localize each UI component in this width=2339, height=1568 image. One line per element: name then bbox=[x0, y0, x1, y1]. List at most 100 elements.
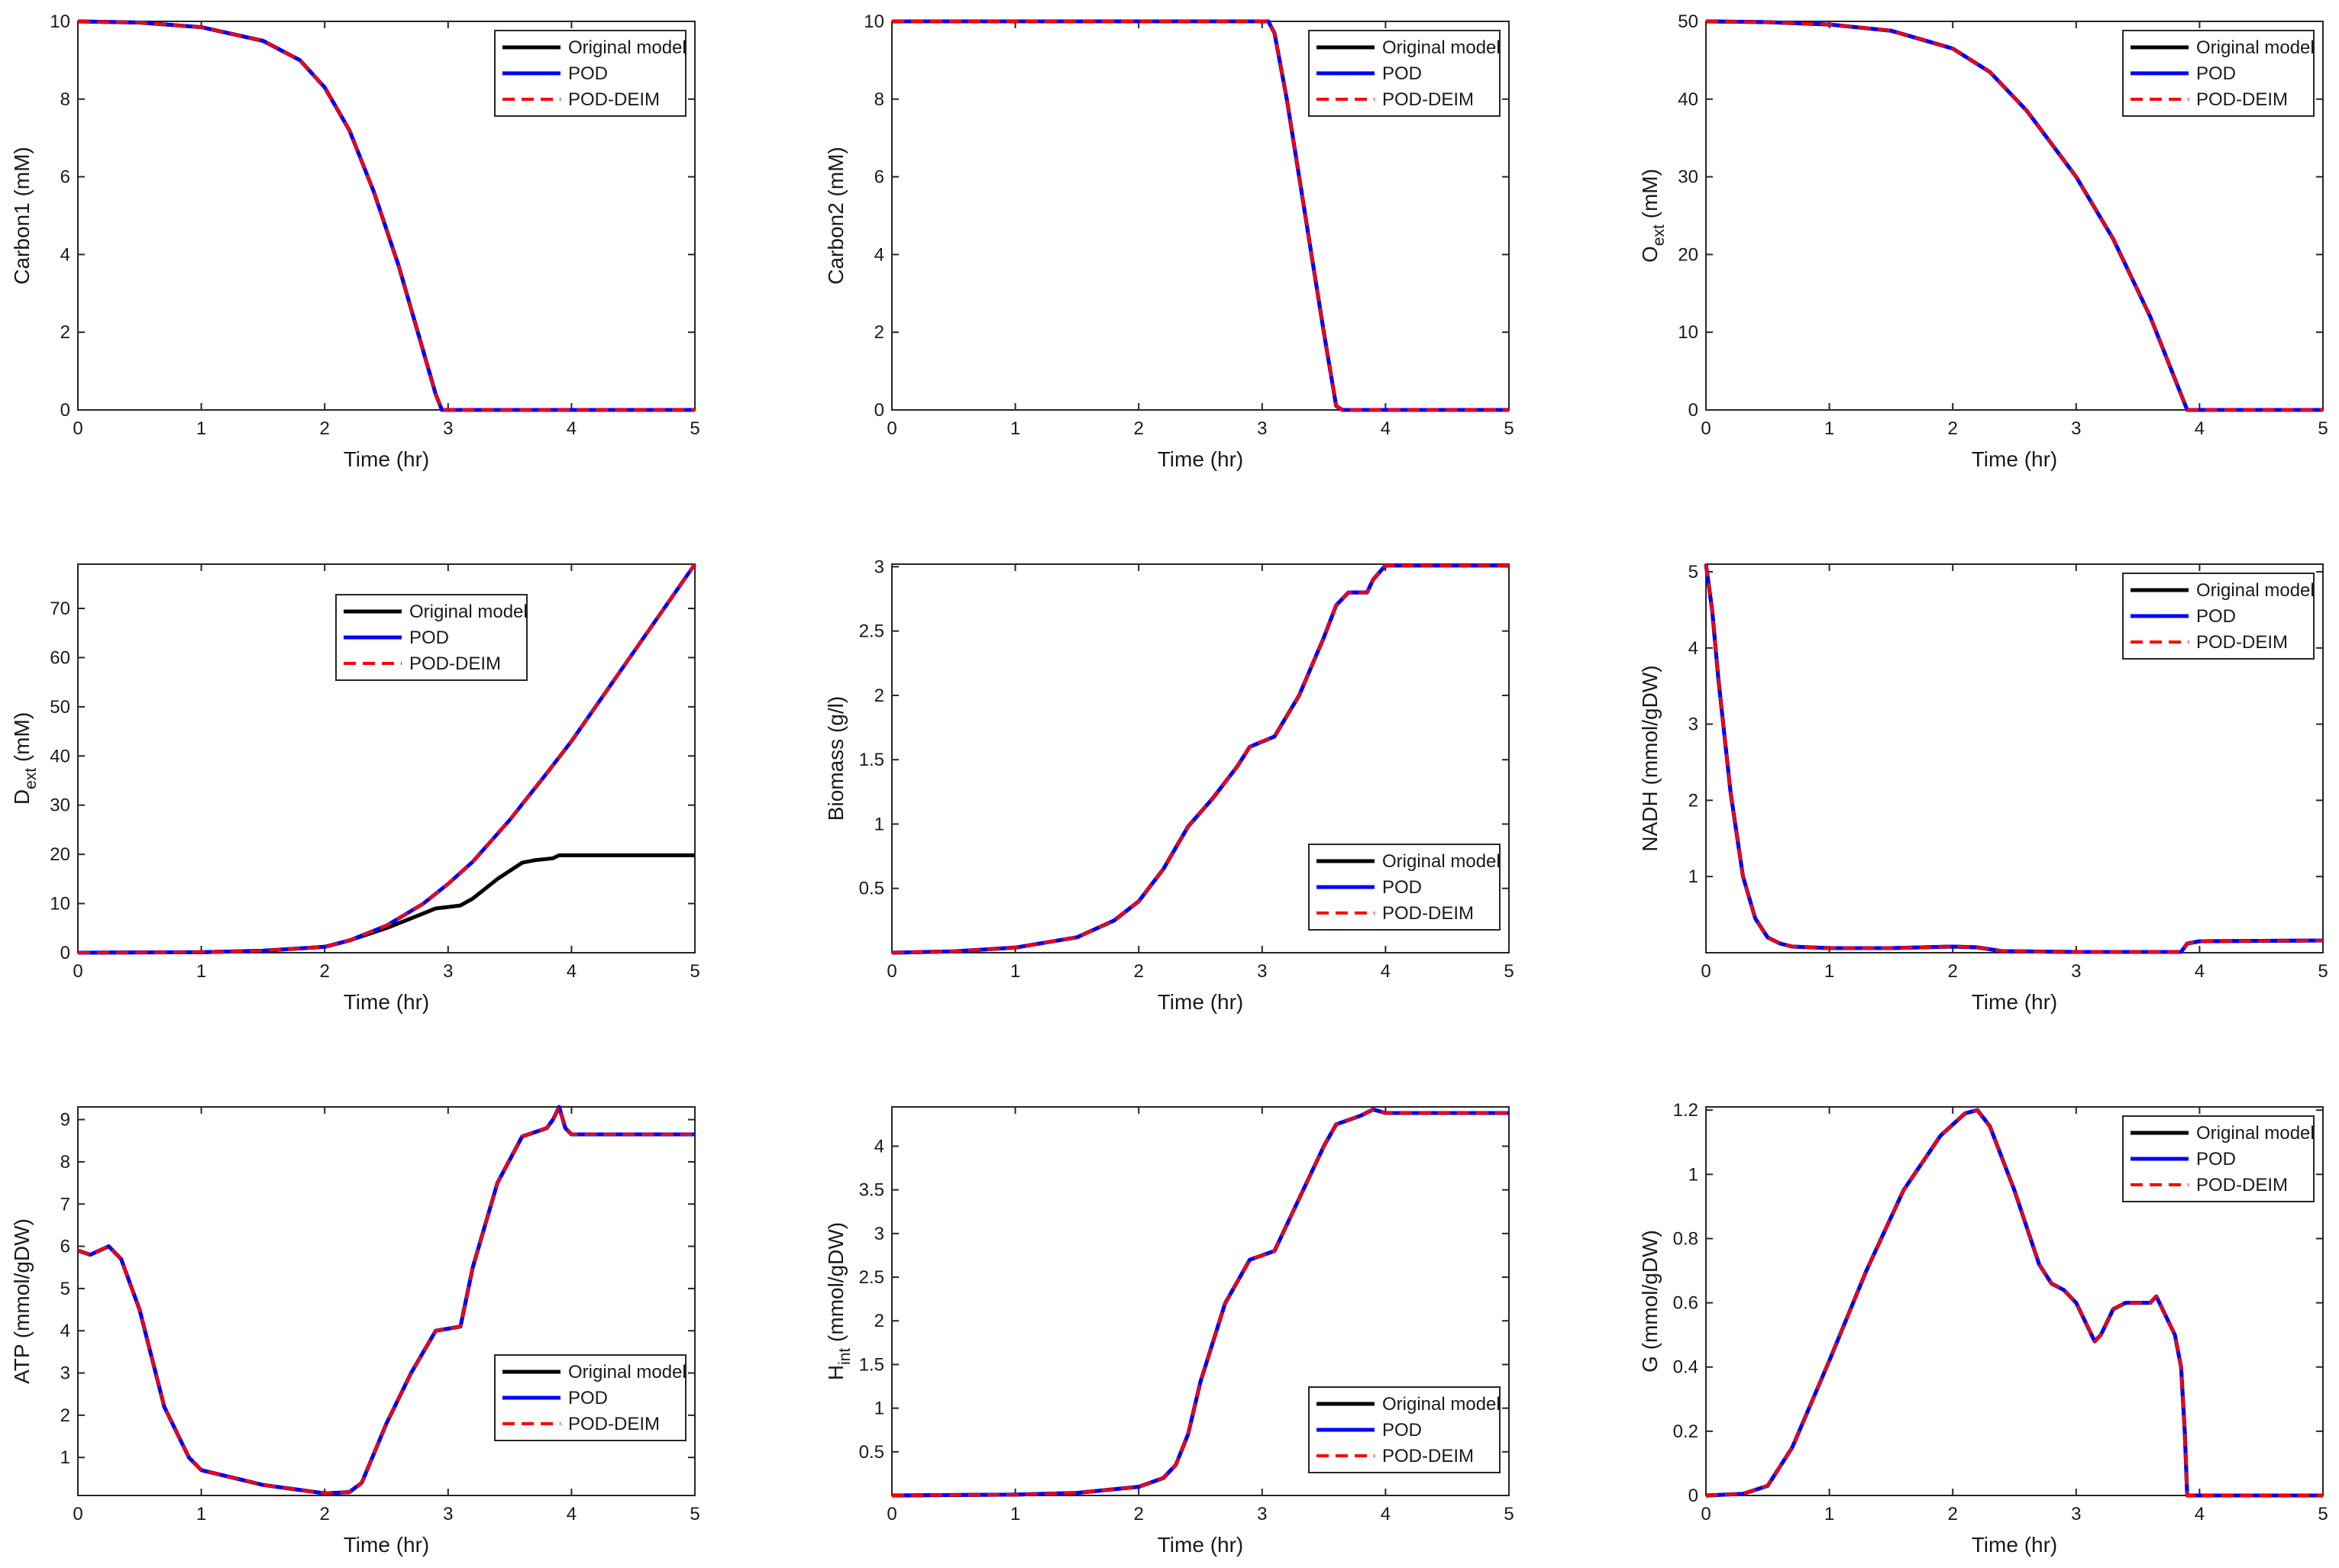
y-tick-label: 0 bbox=[60, 400, 70, 421]
legend-label-poddeim: POD-DEIM bbox=[2196, 1175, 2288, 1195]
legend-label-original: Original model bbox=[2196, 580, 2315, 601]
chart-atp: 0 1 2 3 4 5 1 2 3 4 5 6 7 8 9 Time (hr) ATP (mmol/gDW) Or… bbox=[10, 1105, 700, 1557]
y-tick-label: 7 bbox=[60, 1194, 70, 1215]
y-axis-label: Dext (mM) bbox=[10, 712, 40, 805]
y-axis-label-unit: (mM) bbox=[10, 712, 34, 768]
x-tick-label: 4 bbox=[567, 1504, 577, 1524]
y-tick-label: 10 bbox=[50, 11, 70, 32]
x-tick-label: 5 bbox=[2318, 1504, 2328, 1524]
y-tick-label: 0.2 bbox=[1673, 1421, 1698, 1442]
y-tick-label: 1.5 bbox=[859, 750, 884, 770]
y-tick-label: 8 bbox=[874, 89, 884, 110]
x-tick-label: 3 bbox=[443, 961, 453, 982]
x-tick-label: 4 bbox=[2195, 1504, 2205, 1524]
y-tick-label: 50 bbox=[50, 697, 70, 718]
y-tick-label: 3 bbox=[1688, 715, 1698, 735]
y-tick-label: 2.5 bbox=[859, 1267, 884, 1288]
y-tick-label: 0.4 bbox=[1673, 1357, 1698, 1378]
x-tick-label: 1 bbox=[196, 961, 206, 982]
x-tick-label: 0 bbox=[887, 1504, 897, 1524]
legend: Original model POD POD-DEIM bbox=[2122, 1115, 2315, 1202]
x-tick-label: 1 bbox=[1824, 1504, 1834, 1524]
y-tick-label: 1 bbox=[60, 1447, 70, 1468]
x-tick-label: 1 bbox=[1824, 961, 1834, 982]
y-tick-label: 4 bbox=[874, 244, 884, 265]
legend: Original model POD POD-DEIM bbox=[2122, 30, 2315, 117]
y-tick-label: 40 bbox=[1678, 89, 1698, 110]
y-axis-label-main: Carbon2 (mM) bbox=[824, 147, 848, 284]
chart-g: 0 1 2 3 4 5 0 0.2 0.4 0.6 0.8 1 1.2 Time (hr) G (mmol/… bbox=[1638, 1100, 2328, 1557]
y-axis-label-subscript: ext bbox=[1650, 224, 1668, 246]
legend: Original model POD POD-DEIM bbox=[335, 594, 528, 681]
legend-label-pod: POD bbox=[1382, 1420, 1422, 1441]
legend-label-original: Original model bbox=[1382, 1394, 1501, 1415]
y-tick-label: 2.5 bbox=[859, 621, 884, 642]
y-axis-label-main: H bbox=[824, 1365, 848, 1380]
x-tick-label: 5 bbox=[2318, 418, 2328, 439]
y-tick-label: 0.6 bbox=[1673, 1293, 1698, 1314]
series-line-poddeim bbox=[891, 1108, 1509, 1497]
y-tick-label: 60 bbox=[50, 647, 70, 668]
y-axis-label-main: ATP (mmol/gDW) bbox=[10, 1218, 34, 1384]
y-axis-label-main: G (mmol/gDW) bbox=[1638, 1230, 1662, 1373]
legend-label-pod: POD bbox=[2196, 63, 2236, 84]
y-tick-label: 0 bbox=[1688, 1486, 1698, 1506]
chart-carbon1: 0 1 2 3 4 5 0 2 4 6 8 10 Time (hr) Carbon1 (mM) Origin… bbox=[10, 11, 700, 471]
series-line-poddeim bbox=[77, 563, 696, 954]
y-axis-label-main: Biomass (g/l) bbox=[824, 696, 848, 821]
legend-label-pod: POD bbox=[2196, 606, 2236, 627]
x-tick-label: 2 bbox=[1134, 1504, 1144, 1524]
legend-label-pod: POD bbox=[568, 63, 608, 84]
y-tick-label: 2 bbox=[60, 322, 70, 343]
legend-label-poddeim: POD-DEIM bbox=[1382, 903, 1474, 924]
x-tick-label: 0 bbox=[1701, 961, 1711, 982]
legend-label-pod: POD bbox=[1382, 63, 1422, 84]
legend-label-poddeim: POD-DEIM bbox=[2196, 632, 2288, 653]
legend-label-original: Original model bbox=[568, 37, 687, 58]
x-tick-label: 1 bbox=[1010, 961, 1020, 982]
x-tick-label: 3 bbox=[1257, 418, 1267, 439]
series-line-pod bbox=[1705, 1108, 2323, 1498]
legend-label-original: Original model bbox=[2196, 37, 2315, 58]
y-tick-label: 1 bbox=[1688, 866, 1698, 887]
x-tick-label: 4 bbox=[1381, 961, 1391, 982]
y-axis-label: Carbon2 (mM) bbox=[824, 147, 848, 284]
y-tick-label: 30 bbox=[1678, 167, 1698, 188]
x-tick-label: 1 bbox=[1010, 1504, 1020, 1524]
x-tick-label: 5 bbox=[1504, 961, 1514, 982]
y-tick-label: 10 bbox=[50, 894, 70, 915]
x-tick-label: 2 bbox=[1948, 961, 1958, 982]
x-tick-label: 2 bbox=[320, 961, 330, 982]
y-tick-label: 4 bbox=[874, 1136, 884, 1157]
x-tick-label: 5 bbox=[2318, 961, 2328, 982]
y-axis-label-subscript: int bbox=[836, 1348, 854, 1365]
series-line-poddeim bbox=[77, 1105, 695, 1495]
x-tick-label: 2 bbox=[1948, 1504, 1958, 1524]
x-tick-label: 1 bbox=[196, 418, 206, 439]
x-tick-label: 0 bbox=[73, 418, 82, 439]
x-axis-label: Time (hr) bbox=[1972, 990, 2058, 1014]
y-tick-label: 9 bbox=[60, 1110, 70, 1131]
x-tick-label: 2 bbox=[1948, 418, 1958, 439]
y-tick-label: 2 bbox=[874, 322, 884, 343]
x-tick-label: 5 bbox=[1504, 418, 1514, 439]
x-tick-label: 2 bbox=[1134, 418, 1144, 439]
y-tick-label: 1 bbox=[1688, 1164, 1698, 1185]
legend: Original model POD POD-DEIM bbox=[1308, 30, 1501, 117]
y-tick-label: 10 bbox=[1678, 322, 1698, 343]
series-line-poddeim bbox=[1704, 563, 2324, 953]
x-tick-label: 2 bbox=[1134, 961, 1144, 982]
series-line-poddeim bbox=[77, 20, 695, 411]
x-tick-label: 5 bbox=[1504, 1504, 1514, 1524]
y-tick-label: 0 bbox=[874, 400, 884, 421]
y-tick-label: 3 bbox=[60, 1363, 70, 1384]
x-tick-label: 0 bbox=[887, 418, 897, 439]
x-tick-label: 4 bbox=[1381, 1504, 1391, 1524]
y-tick-label: 3 bbox=[874, 557, 884, 577]
x-tick-label: 1 bbox=[1824, 418, 1834, 439]
series-line-poddeim bbox=[892, 20, 1509, 411]
chart-carbon2: 0 1 2 3 4 5 0 2 4 6 8 10 Time (hr) Carbon2 (mM) Origin… bbox=[824, 11, 1514, 471]
y-axis-label-main: Carbon1 (mM) bbox=[10, 147, 34, 284]
